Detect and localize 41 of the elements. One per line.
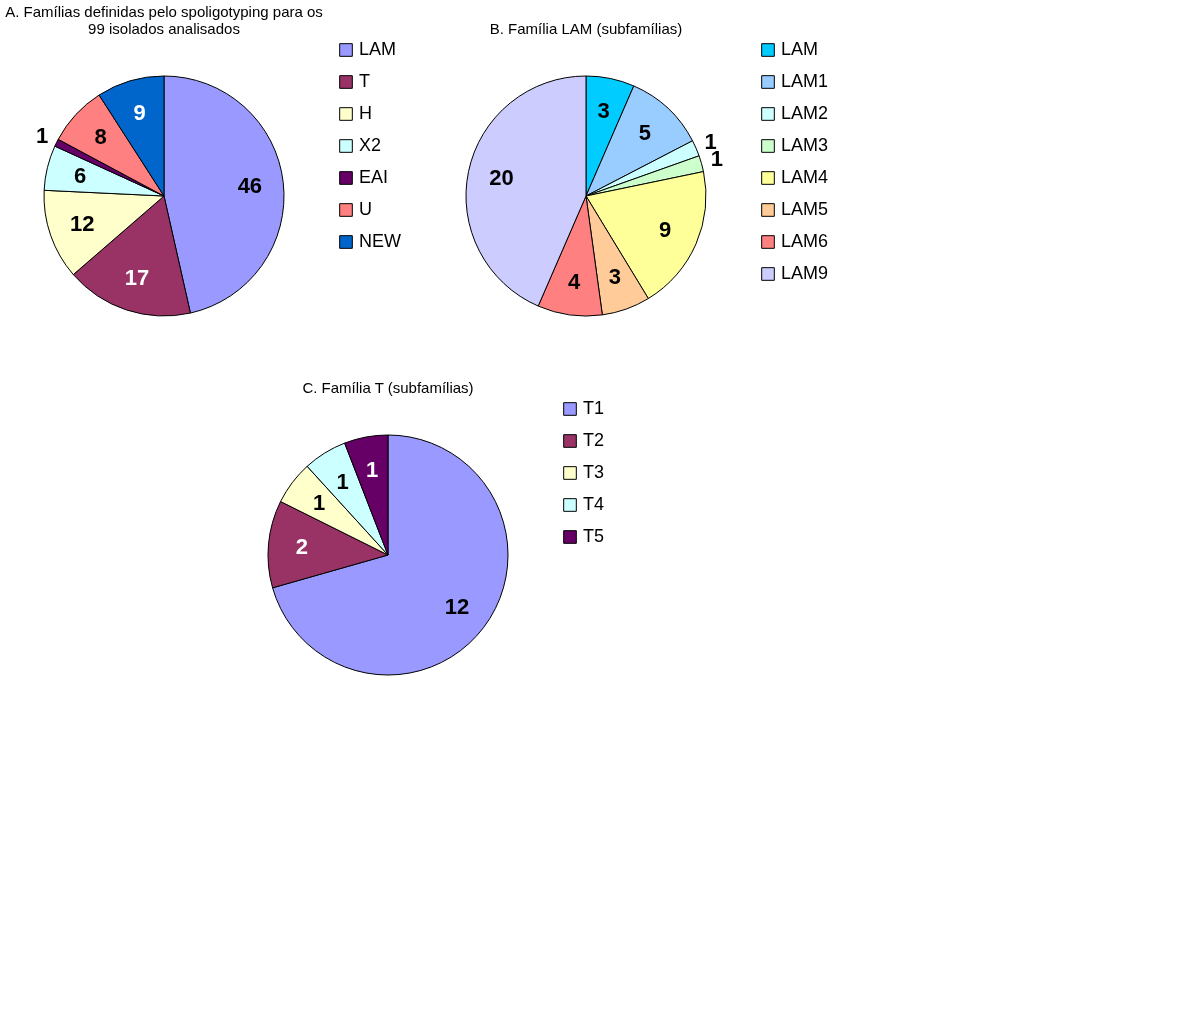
legend-label: LAM1 <box>781 71 829 91</box>
chart-title: A. Famílias definidas pelo spoligotyping para os 99 isolados analisados <box>5 3 323 37</box>
legend-label: LAM3 <box>781 135 829 155</box>
data-label: 9 <box>659 217 672 243</box>
legend-label: T <box>359 71 370 91</box>
data-label: 8 <box>94 124 107 150</box>
legend-label: LAM5 <box>781 199 829 219</box>
legend-label: LAM <box>359 39 397 59</box>
legend-label: LAM2 <box>781 103 829 123</box>
legend-label: T3 <box>583 462 605 482</box>
data-label: 1 <box>336 468 349 494</box>
data-label: 20 <box>489 165 514 191</box>
data-label: 12 <box>70 211 95 237</box>
data-label: 46 <box>237 173 263 199</box>
chart-title: C. Família T (subfamílias) <box>302 379 474 396</box>
data-label: 3 <box>597 98 610 124</box>
data-label: 17 <box>124 265 150 291</box>
legend-label: LAM <box>781 39 819 59</box>
legend-label: U <box>359 199 372 219</box>
data-label: 6 <box>73 162 87 188</box>
legend-label: T2 <box>583 430 605 450</box>
data-label: 9 <box>133 100 146 126</box>
data-label: 1 <box>366 457 379 483</box>
legend-label: LAM4 <box>781 167 829 187</box>
legend-label: LAM9 <box>781 263 829 283</box>
legend-label: H <box>359 103 372 123</box>
legend-label: T4 <box>583 494 605 514</box>
data-label: 1 <box>312 489 326 515</box>
legend-label: EAI <box>359 167 389 187</box>
legend-label: T5 <box>583 526 605 546</box>
data-label: 2 <box>295 534 309 560</box>
legend-label: X2 <box>359 135 382 155</box>
data-label: 1 <box>36 122 49 148</box>
data-label: 3 <box>608 264 622 290</box>
data-label: 4 <box>568 268 582 294</box>
legend-label: LAM6 <box>781 231 829 251</box>
legend-label: T1 <box>583 398 605 418</box>
legend-label: NEW <box>359 231 401 251</box>
data-label: 5 <box>638 119 652 145</box>
data-label: 12 <box>444 594 470 620</box>
chart-title: B. Família LAM (subfamílias) <box>489 20 683 37</box>
